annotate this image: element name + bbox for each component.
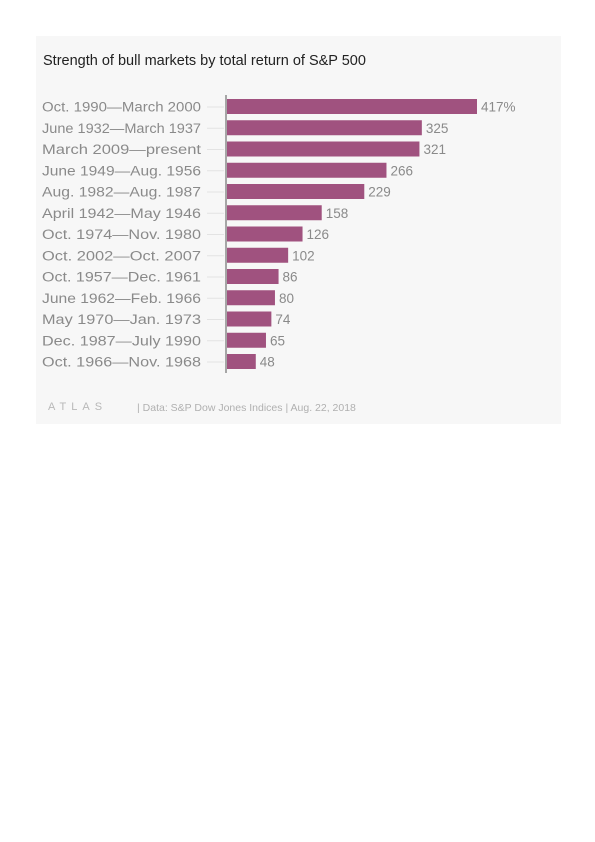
value-label: 126: [307, 227, 330, 242]
chart-footer: ATLAS | Data: S&P Dow Jones Indices | Au…: [36, 398, 561, 418]
value-label: 74: [275, 312, 291, 327]
category-label: Oct. 1974—Nov. 1980: [42, 227, 201, 242]
category-label: Oct. 2002—Oct. 2007: [42, 248, 201, 263]
chart-card: Strength of bull markets by total return…: [36, 36, 561, 424]
value-label: 65: [270, 333, 285, 348]
source-note: | Data: S&P Dow Jones Indices | Aug. 22,…: [137, 402, 356, 414]
bar: [227, 205, 322, 221]
value-label: 102: [292, 248, 315, 263]
value-label: 86: [283, 270, 298, 285]
category-label: April 1942—May 1946: [42, 206, 201, 221]
value-label: 48: [260, 355, 275, 370]
value-label: 321: [423, 142, 446, 157]
value-label: 266: [390, 163, 413, 178]
bar-chart: Oct. 1990—March 2000 417% June 1932—March …: [42, 95, 516, 373]
value-label: 80: [279, 291, 294, 306]
bar: [227, 354, 256, 369]
value-label: 325: [426, 121, 449, 136]
category-label: June 1962—Feb. 1966: [42, 291, 201, 306]
value-label: 229: [368, 185, 391, 200]
bar: [227, 162, 387, 178]
category-label: Aug. 1982—Aug. 1987: [42, 185, 201, 200]
bar: [227, 141, 420, 157]
value-label: 417%: [481, 100, 516, 115]
chart-title: Strength of bull markets by total return…: [43, 53, 366, 69]
category-label: March 2009—present: [42, 142, 201, 157]
bar: [227, 226, 303, 242]
bar: [227, 184, 365, 199]
category-label: June 1949—Aug. 1956: [42, 163, 201, 178]
atlas-logo: ATLAS: [48, 401, 108, 413]
value-label: 158: [326, 206, 349, 221]
category-label: Dec. 1987—July 1990: [42, 333, 201, 348]
bar: [227, 332, 266, 348]
category-label: Oct. 1957—Dec. 1961: [42, 270, 201, 285]
bar: [227, 99, 477, 114]
category-label: June 1932—March 1937: [42, 121, 201, 136]
bar: [227, 290, 275, 306]
bar: [227, 247, 289, 263]
bar: [227, 311, 272, 327]
category-label: Oct. 1990—March 2000: [42, 100, 201, 115]
category-label: May 1970—Jan. 1973: [42, 312, 201, 327]
bar: [227, 269, 279, 284]
bar: [227, 120, 422, 136]
category-label: Oct. 1966—Nov. 1968: [42, 355, 201, 370]
